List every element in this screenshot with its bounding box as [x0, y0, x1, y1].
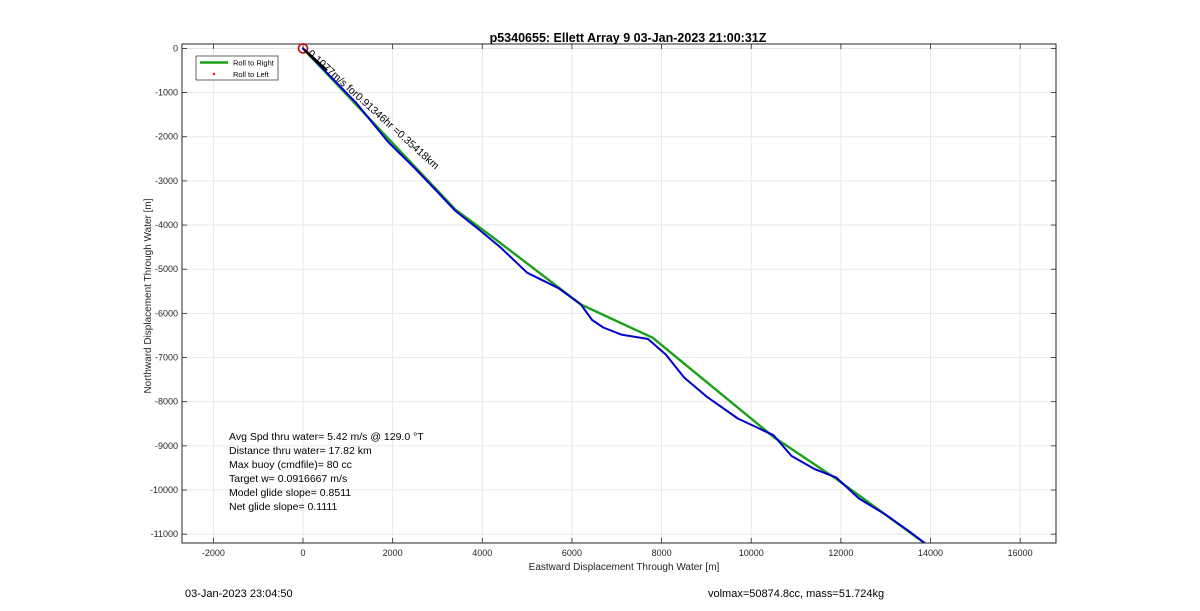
segment-speed-label: 0.1077m/s for0.91346hr =0.35418km [305, 48, 441, 173]
x-tick-label: 12000 [828, 548, 853, 558]
legend: Roll to Right Roll to Left [195, 55, 279, 81]
stat-net-glide-slope: Net glide slope= 0.1111 [229, 501, 337, 513]
y-tick-label: -3000 [155, 176, 178, 186]
x-axis-label: Eastward Displacement Through Water [m] [529, 562, 720, 573]
y-axis-label: Northward Displacement Through Water [m] [143, 198, 154, 393]
y-tick-label: -7000 [155, 353, 178, 363]
y-tick-label: -5000 [155, 264, 178, 274]
ticks: -2000 0 2000 4000 6000 8000 10000 12000 14000 160… [150, 43, 1056, 558]
y-tick-label: -9000 [155, 441, 178, 451]
legend-swatch-roll-left [212, 72, 216, 76]
stat-distance: Distance thru water= 17.82 km [229, 445, 372, 457]
stat-target-w: Target w= 0.0916667 m/s [229, 473, 347, 485]
start-segment-mark [304, 49, 328, 72]
x-tick-label: 16000 [1008, 548, 1033, 558]
plot-area-frame [181, 43, 1057, 544]
series-layer [301, 47, 927, 543]
x-tick-label: 14000 [918, 548, 943, 558]
start-marker-layer [297, 43, 328, 72]
y-tick-label: 0 [173, 43, 178, 53]
x-tick-label: 10000 [739, 548, 764, 558]
footer-volmax-mass: volmax=50874.8cc, mass=51.724kg [708, 588, 885, 600]
series-line-2 [302, 47, 927, 543]
stat-avg-speed: Avg Spd thru water= 5.42 m/s @ 129.0 °T [229, 431, 424, 443]
stats-annotation: Avg Spd thru water= 5.42 m/s @ 129.0 °T … [229, 431, 424, 513]
y-tick-label: -2000 [155, 132, 178, 142]
stat-model-glide-slope: Model glide slope= 0.8511 [229, 487, 351, 499]
x-tick-label: -2000 [202, 548, 225, 558]
y-tick-label: -11000 [151, 529, 178, 539]
x-tick-label: 2000 [383, 548, 403, 558]
footer-timestamp: 03-Jan-2023 23:04:50 [185, 588, 293, 600]
stat-max-buoy: Max buoy (cmdfile)= 80 cc [229, 459, 352, 471]
x-tick-label: 6000 [562, 548, 582, 558]
x-tick-label: 0 [301, 548, 306, 558]
x-tick-label: 4000 [472, 548, 492, 558]
legend-label-roll-right: Roll to Right [233, 59, 275, 68]
chart-title: p5340655: Ellett Array 9 03-Jan-2023 21:… [490, 31, 767, 45]
y-tick-label: -8000 [155, 397, 178, 407]
y-tick-label: -4000 [155, 220, 178, 230]
x-tick-label: 8000 [652, 548, 672, 558]
y-tick-label: -1000 [155, 88, 178, 98]
legend-label-roll-left: Roll to Left [233, 70, 270, 79]
y-tick-label: -10000 [150, 485, 178, 495]
y-tick-label: -6000 [155, 308, 178, 318]
series-line-0 [301, 47, 927, 543]
start-marker [297, 43, 309, 54]
legend-box [195, 55, 279, 81]
